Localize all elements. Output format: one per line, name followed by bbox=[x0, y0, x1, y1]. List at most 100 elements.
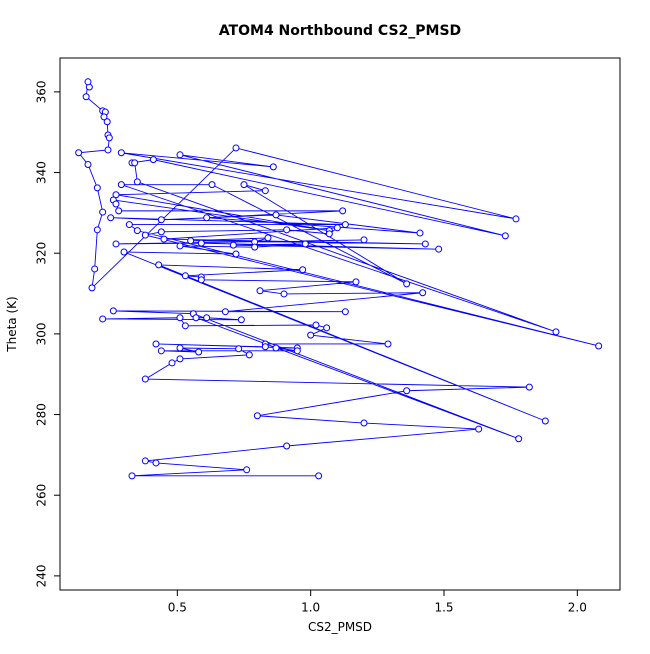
point bbox=[84, 160, 92, 168]
point bbox=[243, 466, 251, 474]
point bbox=[341, 221, 349, 229]
point bbox=[115, 207, 123, 215]
point bbox=[157, 216, 165, 224]
point bbox=[107, 214, 115, 222]
x-tick-label: 1.5 bbox=[434, 601, 453, 615]
point bbox=[84, 78, 92, 86]
point bbox=[133, 227, 141, 235]
point bbox=[88, 284, 96, 292]
point bbox=[160, 235, 168, 243]
chart-title: ATOM4 Northbound CS2_PMSD bbox=[219, 23, 461, 39]
point bbox=[283, 226, 291, 234]
point bbox=[240, 181, 248, 189]
point bbox=[299, 266, 307, 274]
point bbox=[501, 232, 509, 240]
point bbox=[283, 442, 291, 450]
y-tick-label: 340 bbox=[35, 161, 49, 184]
point bbox=[245, 351, 253, 359]
point bbox=[141, 457, 149, 465]
point bbox=[315, 472, 323, 480]
point bbox=[301, 240, 309, 248]
point bbox=[105, 134, 113, 142]
point bbox=[293, 347, 301, 355]
point bbox=[181, 322, 189, 330]
point bbox=[91, 265, 99, 273]
point bbox=[195, 348, 203, 356]
point bbox=[384, 340, 392, 348]
x-tick-label: 0.5 bbox=[168, 601, 187, 615]
point bbox=[232, 144, 240, 152]
point bbox=[237, 316, 245, 324]
point bbox=[187, 237, 195, 245]
point bbox=[117, 149, 125, 157]
point bbox=[312, 321, 320, 329]
point bbox=[82, 93, 90, 101]
point bbox=[99, 208, 107, 216]
y-tick-label: 300 bbox=[35, 322, 49, 345]
point bbox=[157, 228, 165, 236]
y-tick-label: 260 bbox=[35, 484, 49, 507]
point bbox=[264, 234, 272, 242]
point bbox=[419, 289, 427, 297]
y-tick-label: 280 bbox=[35, 403, 49, 426]
point bbox=[152, 340, 160, 348]
y-tick-label: 320 bbox=[35, 242, 49, 265]
point bbox=[261, 343, 269, 351]
point bbox=[157, 347, 165, 355]
point bbox=[120, 248, 128, 256]
point bbox=[333, 224, 341, 232]
point bbox=[272, 344, 280, 352]
point bbox=[112, 240, 120, 248]
point bbox=[75, 149, 83, 157]
point bbox=[203, 214, 211, 222]
point bbox=[128, 472, 136, 480]
point bbox=[235, 345, 243, 353]
point bbox=[133, 178, 141, 186]
point bbox=[307, 331, 315, 339]
point bbox=[515, 435, 523, 443]
point bbox=[208, 181, 216, 189]
point bbox=[435, 245, 443, 253]
point bbox=[525, 383, 533, 391]
point bbox=[232, 250, 240, 258]
point bbox=[256, 287, 264, 295]
point bbox=[229, 241, 237, 249]
point bbox=[403, 387, 411, 395]
y-tick-label: 240 bbox=[35, 564, 49, 587]
point bbox=[104, 146, 112, 154]
point bbox=[141, 231, 149, 239]
point bbox=[93, 184, 101, 192]
point bbox=[103, 118, 111, 126]
x-tick-label: 1.0 bbox=[301, 601, 320, 615]
point bbox=[109, 307, 117, 315]
point bbox=[176, 151, 184, 159]
point bbox=[192, 314, 200, 322]
point bbox=[360, 236, 368, 244]
y-tick-label: 360 bbox=[35, 80, 49, 103]
point bbox=[203, 314, 211, 322]
point bbox=[280, 290, 288, 298]
point bbox=[181, 272, 189, 280]
point bbox=[117, 181, 125, 189]
plot-frame bbox=[59, 57, 621, 591]
point bbox=[416, 229, 424, 237]
point bbox=[323, 324, 331, 332]
point bbox=[475, 425, 483, 433]
point bbox=[197, 239, 205, 247]
series-line bbox=[77, 81, 599, 477]
point bbox=[339, 207, 347, 215]
point bbox=[512, 215, 520, 223]
point bbox=[176, 314, 184, 322]
point bbox=[93, 226, 101, 234]
point bbox=[197, 276, 205, 284]
point bbox=[176, 242, 184, 250]
point bbox=[325, 230, 333, 238]
point bbox=[100, 113, 108, 121]
point bbox=[141, 375, 149, 383]
point bbox=[251, 243, 259, 251]
y-axis-label: Theta (K) bbox=[5, 296, 19, 352]
point bbox=[541, 417, 549, 425]
point bbox=[272, 211, 280, 219]
point bbox=[131, 159, 139, 167]
